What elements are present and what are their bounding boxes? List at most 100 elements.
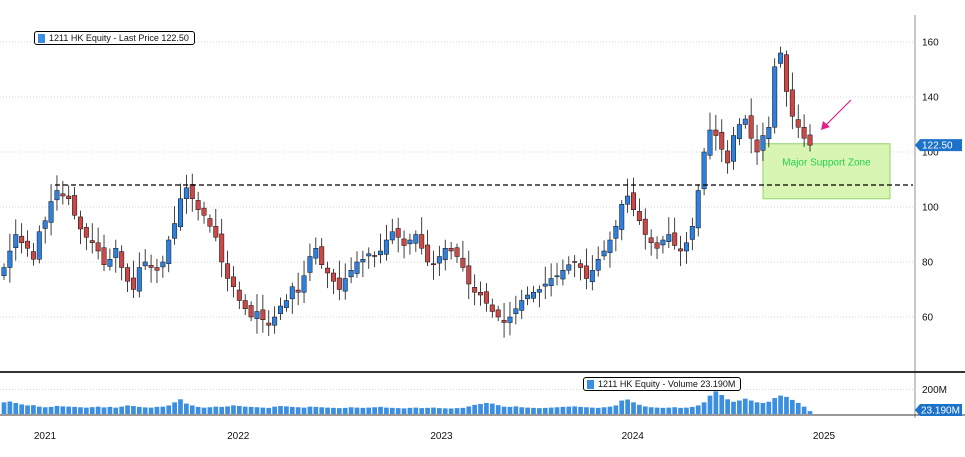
volume-bar bbox=[54, 405, 60, 414]
candle-body bbox=[642, 218, 648, 235]
candle-body bbox=[166, 239, 172, 264]
volume-bar bbox=[401, 408, 407, 414]
volume-bar bbox=[242, 406, 248, 414]
candle-body bbox=[301, 275, 307, 293]
volume-bar bbox=[295, 407, 301, 414]
candle-body bbox=[95, 242, 101, 252]
last-price-badge bbox=[915, 139, 962, 152]
volume-tick-label: 200M bbox=[922, 385, 947, 396]
candle-body bbox=[401, 238, 407, 246]
volume-bar bbox=[125, 405, 130, 414]
volume-bar bbox=[48, 406, 54, 414]
candle-body bbox=[313, 248, 319, 259]
candle-body bbox=[113, 248, 119, 258]
candle-body bbox=[54, 190, 60, 201]
candlesticks bbox=[1, 46, 813, 338]
candle-body bbox=[507, 316, 513, 323]
volume-bar bbox=[584, 407, 589, 414]
candle-body bbox=[419, 234, 425, 249]
volume-bar bbox=[625, 399, 630, 414]
support-zone-label: Major Support Zone bbox=[782, 157, 871, 168]
volume-bar bbox=[560, 406, 566, 414]
volume-bar bbox=[531, 407, 536, 414]
candle-body bbox=[1, 267, 7, 276]
volume-bar bbox=[789, 399, 795, 414]
axes bbox=[0, 15, 965, 418]
volume-bar bbox=[78, 407, 83, 414]
candle-body bbox=[189, 184, 195, 199]
volume-legend-swatch bbox=[587, 379, 594, 389]
candle-body bbox=[407, 239, 413, 245]
candle-body bbox=[66, 195, 72, 199]
volume-bar bbox=[184, 403, 189, 414]
candle-body bbox=[136, 267, 142, 292]
volume-bar bbox=[389, 407, 395, 414]
candle-body bbox=[307, 256, 313, 273]
last-volume-badge bbox=[915, 404, 962, 416]
volume-bar bbox=[313, 406, 319, 414]
candle-body bbox=[348, 270, 354, 278]
candle-body bbox=[77, 216, 83, 230]
candle-body bbox=[660, 239, 666, 246]
candle-body bbox=[278, 305, 283, 314]
candle-body bbox=[583, 265, 589, 279]
price-legend: 1211 HK Equity - Last Price 122.50 bbox=[34, 31, 195, 45]
price-tick-label: 100 bbox=[922, 203, 939, 214]
candle-body bbox=[483, 291, 489, 304]
volume-bar bbox=[236, 406, 242, 414]
volume-bar bbox=[336, 408, 342, 414]
candle-body bbox=[413, 234, 419, 244]
volume-bar bbox=[348, 407, 354, 414]
candle-body bbox=[330, 272, 336, 282]
volume-bar bbox=[225, 406, 230, 414]
candle-body bbox=[19, 235, 25, 243]
candle-body bbox=[478, 292, 484, 296]
candle-body bbox=[719, 131, 725, 150]
volume-bar bbox=[766, 401, 772, 414]
arrow-head bbox=[821, 121, 830, 130]
candle-body bbox=[178, 198, 183, 228]
volume-bar bbox=[419, 408, 425, 414]
candle-body bbox=[654, 242, 660, 249]
volume-bar bbox=[695, 405, 701, 414]
candle-body bbox=[425, 244, 431, 263]
volume-bar bbox=[372, 407, 377, 414]
x-tick-label: 2021 bbox=[34, 431, 57, 442]
candle-body bbox=[613, 226, 619, 239]
volume-bar bbox=[72, 406, 77, 414]
candle-body bbox=[101, 247, 107, 265]
volume-bar bbox=[425, 407, 430, 414]
volume-bar bbox=[154, 406, 160, 414]
volume-bar bbox=[31, 405, 36, 414]
volume-bar bbox=[578, 406, 583, 414]
candle-body bbox=[172, 223, 178, 239]
candle-body bbox=[754, 139, 760, 153]
candle-body bbox=[72, 195, 78, 216]
candle-body bbox=[436, 256, 442, 264]
volume-bar bbox=[442, 408, 448, 414]
volume-bar bbox=[266, 407, 272, 414]
volume-bar bbox=[619, 400, 625, 414]
price-tick-label: 80 bbox=[922, 258, 934, 269]
volume-bar bbox=[1, 402, 7, 414]
candle-body bbox=[289, 286, 295, 300]
candle-body bbox=[272, 316, 278, 326]
volume-bar bbox=[148, 407, 154, 414]
volume-bar bbox=[566, 406, 572, 414]
candle-body bbox=[230, 276, 236, 288]
candle-body bbox=[783, 54, 789, 92]
volume-bar bbox=[448, 408, 454, 414]
candle-body bbox=[83, 227, 89, 238]
candle-body bbox=[589, 270, 595, 283]
volume-bar bbox=[760, 402, 766, 414]
volume-bar bbox=[613, 405, 619, 414]
volume-bar bbox=[437, 408, 442, 414]
candle-body bbox=[7, 250, 13, 268]
volume-bar bbox=[107, 406, 113, 414]
volume-bar bbox=[360, 407, 366, 414]
candle-body bbox=[789, 89, 795, 117]
volume-bar bbox=[678, 407, 683, 414]
volume-bar bbox=[42, 407, 48, 414]
candle-body bbox=[542, 283, 548, 287]
price-tick-label: 160 bbox=[922, 38, 939, 49]
